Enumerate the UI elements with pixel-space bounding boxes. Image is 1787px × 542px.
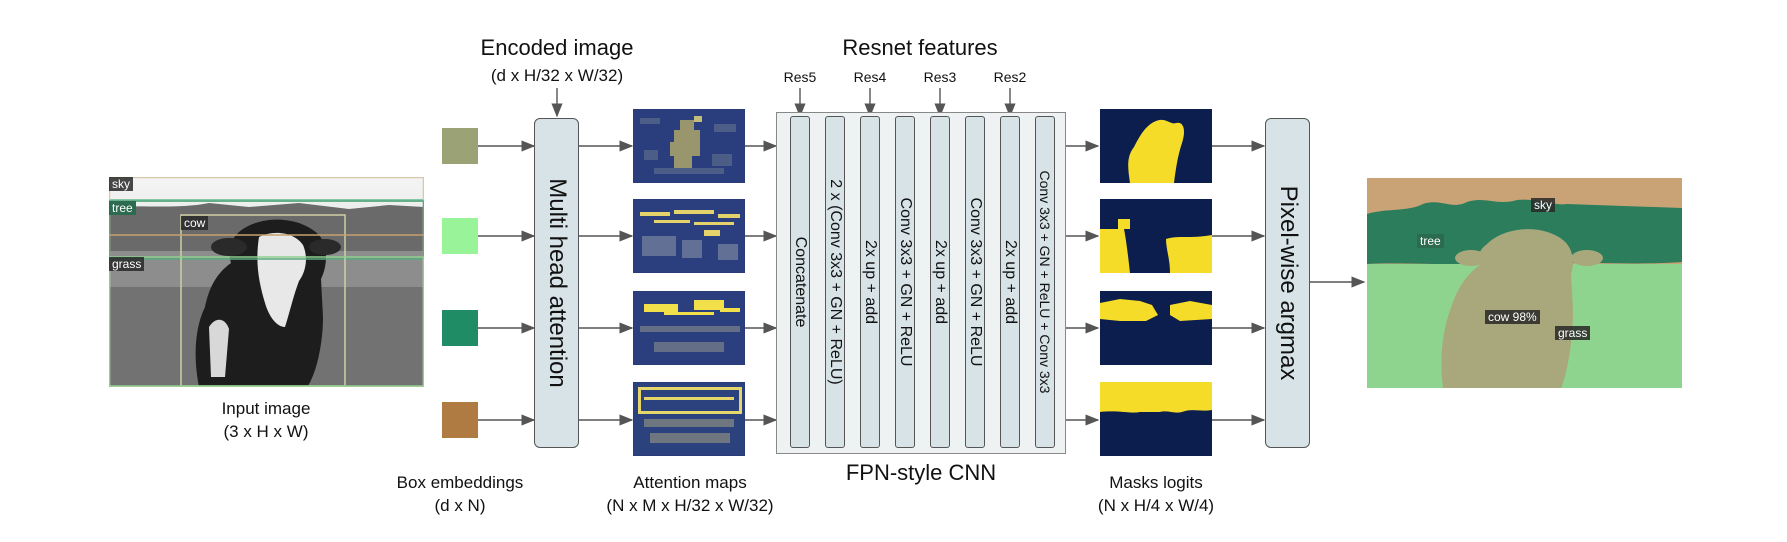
fpn-cnn-block	[776, 112, 1066, 454]
box-label-sky: sky	[109, 177, 133, 191]
fpn-col-label: 2 x (Conv 3x3 + GN + ReLU)	[827, 179, 844, 385]
multi-head-attention-label: Multi head attention	[543, 178, 571, 388]
fpn-cnn-title: FPN-style CNN	[845, 460, 997, 485]
mask-logits-title: Masks logits	[1109, 473, 1203, 492]
box-label-tree: tree	[109, 201, 136, 215]
fpn-col-up-add-2: 2x up + add	[930, 116, 950, 448]
box-embedding-1	[442, 128, 478, 164]
resnet-features-title: Resnet features	[842, 35, 998, 60]
mask-logit-2	[1100, 199, 1212, 273]
box-embeddings-shape: (d x N)	[434, 496, 486, 515]
box-embedding-2	[442, 218, 478, 254]
output-label-sky: sky	[1531, 198, 1555, 212]
multi-head-attention-block: Multi head attention	[534, 118, 579, 448]
fpn-col-conv-2: Conv 3x3 + GN + ReLU	[965, 116, 985, 448]
input-photo	[109, 177, 424, 387]
fpn-col-conv-1: Conv 3x3 + GN + ReLU	[895, 116, 915, 448]
pixel-wise-argmax-label: Pixel-wise argmax	[1274, 185, 1302, 381]
fpn-col-label: 2x up + add	[1002, 239, 1019, 325]
output-label-cow: cow 98%	[1485, 310, 1540, 324]
fpn-col-label: Conv 3x3 + GN + ReLU + Conv 3x3	[1037, 170, 1053, 394]
attention-maps-title: Attention maps	[633, 473, 747, 492]
box-label-grass: grass	[109, 257, 145, 271]
output-label-tree: tree	[1417, 234, 1444, 248]
attention-map-1	[633, 109, 745, 183]
box-embeddings-title: Box embeddings	[396, 473, 524, 492]
mask-logits-shape: (N x H/4 x W/4)	[1097, 496, 1215, 515]
mask-logit-1	[1100, 109, 1212, 183]
resnet-level-res4: Res4	[853, 69, 887, 85]
pixel-wise-argmax-block: Pixel-wise argmax	[1265, 118, 1310, 448]
resnet-level-res5: Res5	[783, 69, 817, 85]
segmentation-image	[1367, 178, 1682, 388]
encoded-image-shape: (d x H/32 x W/32)	[490, 66, 624, 85]
fpn-col-label: Conv 3x3 + GN + ReLU	[897, 197, 914, 367]
output-segmentation: sky tree cow 98% grass	[1367, 178, 1682, 388]
fpn-col-concatenate: Concatenate	[790, 116, 810, 448]
output-label-grass: grass	[1555, 326, 1591, 340]
fpn-col-conv-2x: 2 x (Conv 3x3 + GN + ReLU)	[825, 116, 845, 448]
attention-map-3	[633, 291, 745, 365]
input-image-title: Input image	[221, 399, 311, 418]
attention-map-4	[633, 382, 745, 456]
input-image: sky tree cow grass	[109, 177, 424, 387]
fpn-col-label: 2x up + add	[932, 239, 949, 325]
resnet-level-res3: Res3	[923, 69, 957, 85]
attention-map-2	[633, 199, 745, 273]
mask-logit-3	[1100, 291, 1212, 365]
attention-maps-shape: (N x M x H/32 x W/32)	[606, 496, 774, 515]
box-embedding-3	[442, 310, 478, 346]
fpn-col-up-add-1: 2x up + add	[860, 116, 880, 448]
fpn-col-label: Conv 3x3 + GN + ReLU	[967, 197, 984, 367]
input-image-shape: (3 x H x W)	[223, 422, 309, 441]
mask-logit-4	[1100, 382, 1212, 456]
box-label-cow: cow	[181, 216, 209, 230]
box-embedding-4	[442, 402, 478, 438]
fpn-col-label: Concatenate	[792, 236, 809, 328]
encoded-image-title: Encoded image	[480, 35, 634, 60]
resnet-level-res2: Res2	[993, 69, 1027, 85]
fpn-col-up-add-3: 2x up + add	[1000, 116, 1020, 448]
fpn-col-label: 2x up + add	[862, 239, 879, 325]
fpn-col-conv-final: Conv 3x3 + GN + ReLU + Conv 3x3	[1035, 116, 1055, 448]
